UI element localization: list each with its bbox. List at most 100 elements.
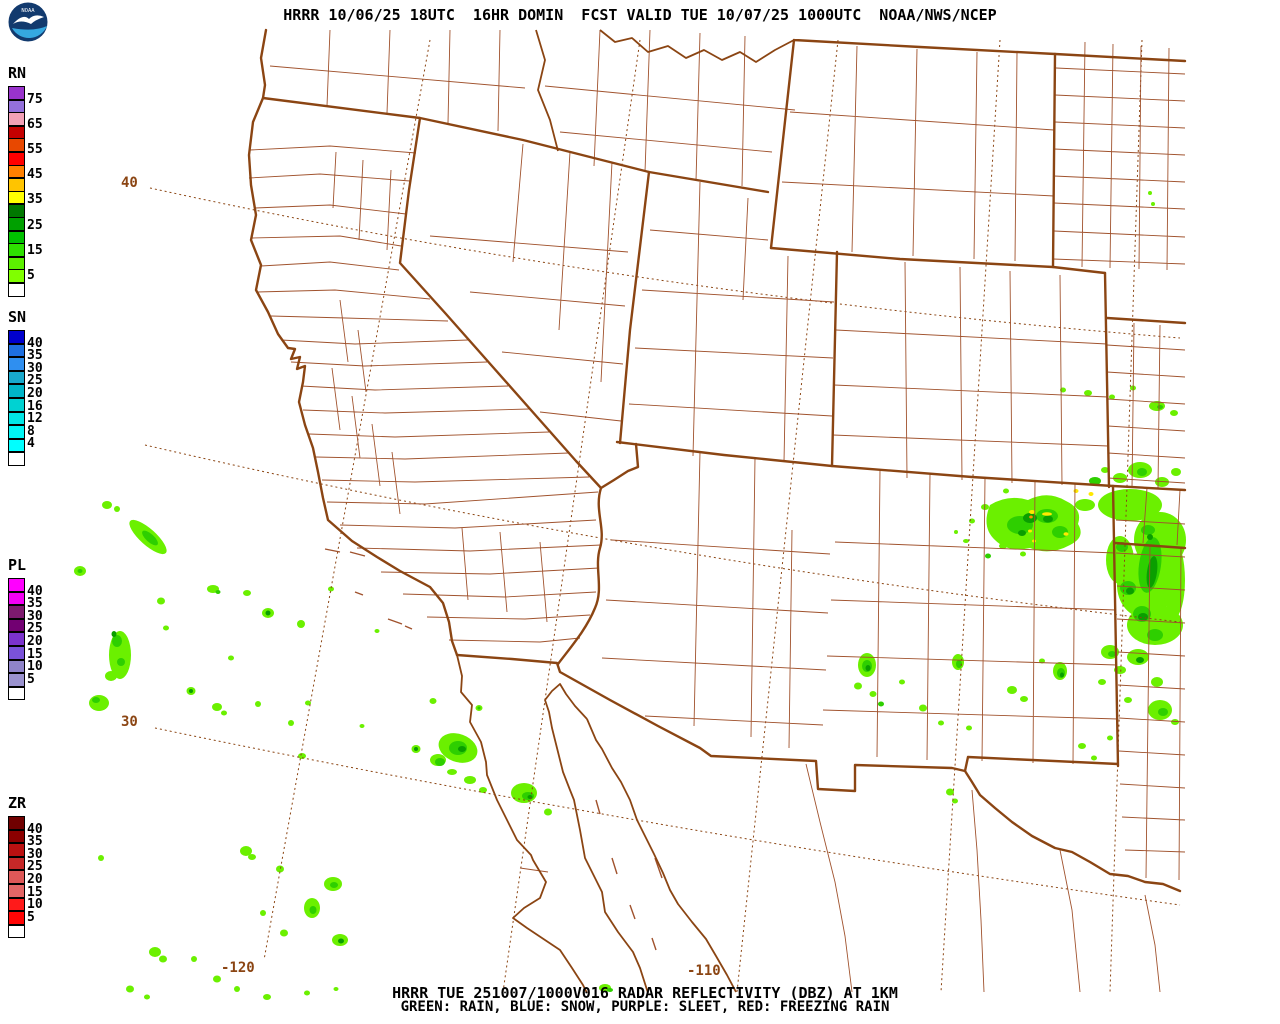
us-mexico-border	[455, 653, 1182, 893]
colorbar-swatch	[8, 883, 25, 898]
colorbar-swatch	[8, 686, 25, 701]
gridline-120w	[263, 39, 431, 961]
colorbar-tick-label: 16	[27, 398, 43, 414]
colorbar-swatch	[8, 216, 25, 231]
colorbar-tick-label: 40	[27, 335, 43, 351]
colorbar-swatch	[8, 578, 25, 592]
gridline-30n	[154, 727, 1181, 906]
colorbar-tick-label: 15	[27, 884, 43, 900]
colorbar-swatch	[8, 178, 25, 192]
colorbar-tick-label: 30	[27, 608, 43, 624]
colorbar-swatch	[8, 897, 25, 912]
colorbar-tick-label: 8	[27, 423, 35, 439]
colorbar-swatch	[8, 870, 25, 884]
colorbar-swatch	[8, 591, 25, 606]
colorbar-swatch	[8, 659, 25, 674]
colorbar-snow: SN 40 35 30 25 20 16 12 8 4	[8, 308, 68, 466]
colorbar-swatch	[8, 190, 25, 205]
colorbar-tick-label: 35	[27, 192, 43, 208]
colorbar-swatch	[8, 673, 25, 687]
colorbar-swatch	[8, 86, 25, 100]
colorbar-swatch	[8, 243, 25, 257]
border-nv-ut	[618, 170, 651, 445]
colorbar-swatch	[8, 452, 25, 466]
border-37n	[615, 440, 1187, 492]
colorbar-tick-label: 55	[27, 142, 43, 157]
gridline-110w	[736, 39, 839, 993]
colorbar-swatch	[8, 357, 25, 371]
islands	[324, 548, 663, 951]
colorbar-tick-label: 20	[27, 634, 43, 649]
lon-label-120: -120	[221, 960, 255, 976]
colorbar-swatch	[8, 605, 25, 619]
county-lines-colorado	[832, 261, 1109, 486]
colorbar-swatch	[8, 911, 25, 925]
lon-label-110: -110	[687, 963, 721, 979]
colorbar-tick-label: 15	[27, 646, 43, 662]
county-lines-california	[248, 145, 602, 643]
border-42n	[261, 96, 770, 194]
noaa-logo-sea	[12, 26, 47, 38]
colorbar-swatch	[8, 164, 25, 179]
colorbar-sleet: PL 40 35 30 25 20 15 10 5	[8, 556, 68, 701]
baja-coastline	[456, 654, 737, 994]
county-lines-nevada	[429, 143, 629, 422]
colorbar-freezing-rain: ZR 40 35 30 25 20 15 10 5	[8, 794, 68, 939]
colorbar-swatch	[8, 384, 25, 398]
border-nm-tx	[963, 484, 1120, 773]
colorbar-tick-label: 30	[27, 846, 43, 862]
border-wyoming	[769, 38, 1057, 269]
colorbar-tick-label: 25	[27, 373, 43, 389]
colorbar-swatch	[8, 99, 25, 114]
county-lines-arizona	[601, 451, 831, 749]
radar-echoes-texas	[1078, 462, 1186, 761]
colorbar-tick-label: 10	[27, 659, 43, 675]
border-ok-tx	[1113, 541, 1187, 550]
radar-echoes	[74, 191, 1186, 1000]
colorbar-swatch	[8, 618, 25, 633]
caption-legend-line: GREEN: RAIN, BLUE: SNOW, PURPLE: SLEET, …	[400, 999, 890, 1015]
noaa-logo-text: NOAA	[21, 8, 35, 14]
colorbar-swatch	[8, 138, 25, 152]
colorbar-sleet-scale: 40 35 30 25 20 15 10 5	[8, 578, 43, 701]
colorbar-sleet-label: PL	[8, 556, 27, 574]
colorbar-rain: RN 75 65 55 45 35 25 15 5	[8, 64, 68, 297]
colorbar-swatch	[8, 343, 25, 358]
colorbar-tick-label: 15	[27, 242, 43, 258]
county-grid-texas	[1115, 487, 1186, 881]
county-lines-utah	[628, 181, 835, 463]
colorbar-tick-label: 35	[27, 596, 43, 612]
colorbar-swatch	[8, 125, 25, 140]
colorbar-swatch	[8, 816, 25, 830]
border-ca-nv	[398, 116, 603, 666]
colorbar-snow-scale: 40 35 30 25 20 16 12 8 4	[8, 330, 43, 466]
noaa-logo-bird-icon	[13, 15, 44, 24]
state-lines-mexico	[519, 763, 1161, 993]
colorbar-tick-label: 75	[27, 91, 43, 107]
map-caption: HRRR TUE 251007/1000V016 RADAR REFLECTIV…	[0, 984, 1280, 1015]
county-borders	[248, 29, 1186, 993]
colorbar-tick-label: 5	[27, 909, 35, 925]
colorbar-tick-label: 35	[27, 834, 43, 850]
gridline-40n	[149, 187, 1181, 339]
gridline-35n	[144, 444, 1181, 623]
colorbar-swatch	[8, 204, 25, 218]
colorbar-snow-label: SN	[8, 308, 27, 326]
colorbar-swatch	[8, 151, 25, 166]
radar-echoes-newmexico	[954, 191, 1178, 559]
lat-label-40: 40	[121, 175, 138, 191]
colorbar-swatch	[8, 645, 25, 660]
caption-product-line: HRRR TUE 251007/1000V016 RADAR REFLECTIV…	[392, 984, 898, 1002]
colorbar-tick-label: 5	[27, 268, 35, 283]
colorbar-freezing-rain-label: ZR	[8, 794, 27, 812]
colorbar-rain-scale: 75 65 55 45 35 25 15 5	[8, 86, 43, 297]
latlon-gridlines	[144, 39, 1181, 993]
colorbar-swatch	[8, 438, 25, 453]
county-lines-newmexico	[822, 469, 1119, 765]
colorbar-tick-label: 40	[27, 583, 43, 599]
colorbar-swatch	[8, 829, 25, 844]
colorbar-tick-label: 65	[27, 116, 43, 132]
colorbar-tick-label: 40	[27, 821, 43, 837]
border-nv-az	[599, 442, 640, 490]
colorbar-swatch	[8, 843, 25, 857]
